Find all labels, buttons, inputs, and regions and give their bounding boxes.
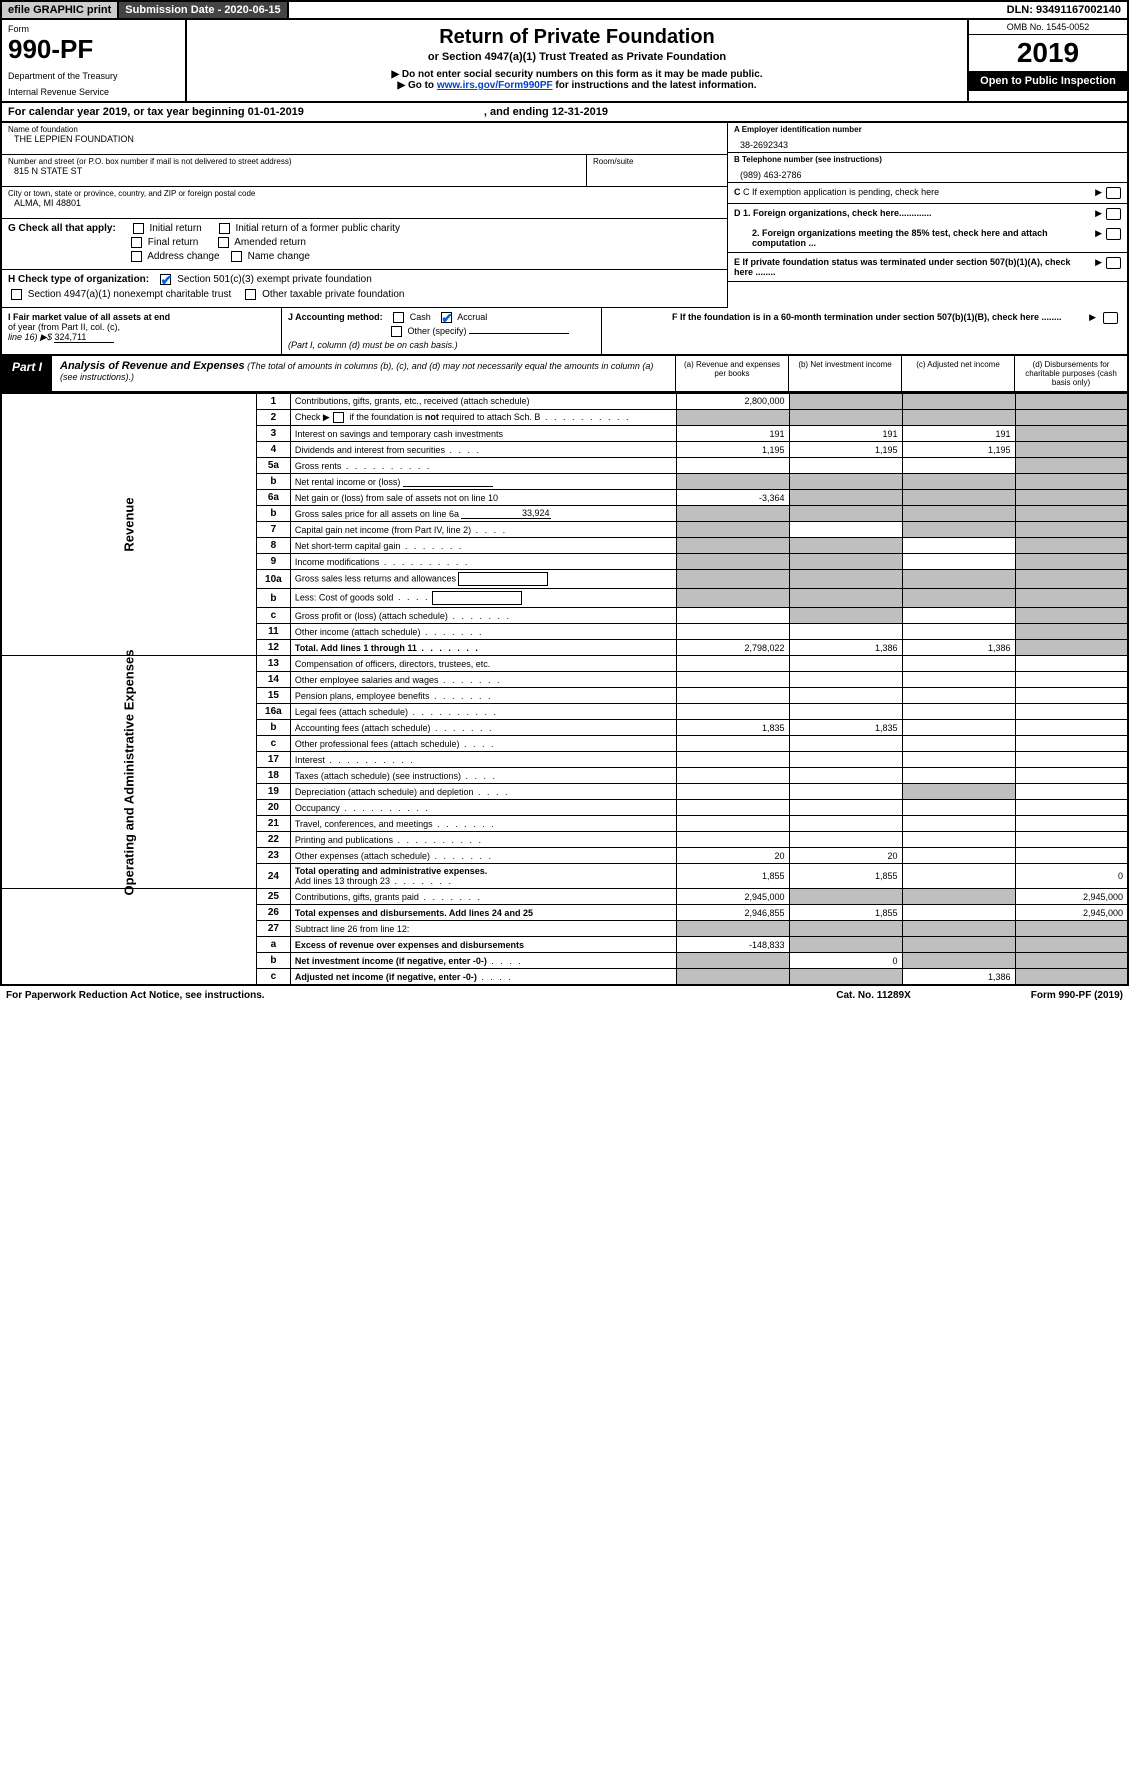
col-c-header: (c) Adjusted net income (901, 356, 1014, 391)
chk-c[interactable] (1106, 187, 1121, 199)
form-title: Return of Private Foundation (193, 26, 961, 49)
form-number: 990-PF (8, 34, 179, 65)
g-label: G Check all that apply: (8, 223, 116, 234)
telephone-cell: B Telephone number (see instructions) (9… (728, 153, 1127, 183)
room-cell: Room/suite (587, 155, 727, 187)
section-f: F If the foundation is in a 60-month ter… (602, 308, 1127, 354)
chk-initial-return[interactable] (133, 223, 144, 234)
h-label: H Check type of organization: (8, 275, 149, 286)
col-a-header: (a) Revenue and expenses per books (675, 356, 788, 391)
chk-4947a1[interactable] (11, 289, 22, 300)
topbar: efile GRAPHIC print Submission Date - 20… (0, 0, 1129, 20)
form-header: Form 990-PF Department of the Treasury I… (0, 20, 1129, 103)
chk-sch-b[interactable] (333, 412, 344, 423)
bottom-ifj: I Fair market value of all assets at end… (0, 308, 1129, 355)
part1-header: Part I Analysis of Revenue and Expenses … (0, 355, 1129, 393)
expenses-side: Operating and Administrative Expenses (1, 656, 256, 889)
chk-initial-former[interactable] (219, 223, 230, 234)
efile-label: efile GRAPHIC print (2, 2, 119, 18)
city-cell: City or town, state or province, country… (2, 187, 727, 219)
chk-address-change[interactable] (131, 251, 142, 262)
col-d-header: (d) Disbursements for charitable purpose… (1014, 356, 1127, 391)
form-label: Form (8, 24, 179, 34)
part1-tag: Part I (2, 356, 52, 391)
cal-end: , and ending 12-31-2019 (484, 106, 608, 118)
col-b-header: (b) Net investment income (788, 356, 901, 391)
street-cell: Number and street (or P.O. box number if… (2, 155, 587, 187)
section-i: I Fair market value of all assets at end… (2, 308, 282, 354)
item-e: E If private foundation status was termi… (728, 253, 1127, 282)
section-j: J Accounting method: Cash Accrual Other … (282, 308, 602, 354)
instruction-1: ▶ Do not enter social security numbers o… (193, 69, 961, 80)
chk-f[interactable] (1103, 312, 1118, 324)
cat-no: Cat. No. 11289X (836, 990, 910, 1001)
paperwork-notice: For Paperwork Reduction Act Notice, see … (6, 990, 265, 1001)
chk-d1[interactable] (1106, 208, 1121, 220)
table-row: Operating and Administrative Expenses 13… (1, 656, 1128, 672)
chk-accrual[interactable] (441, 312, 452, 323)
section-g: G Check all that apply: Initial return I… (2, 219, 727, 270)
chk-name-change[interactable] (231, 251, 242, 262)
table-row: 25Contributions, gifts, grants paid 2,94… (1, 889, 1128, 905)
revenue-side: Revenue (1, 393, 256, 655)
calendar-year-row: For calendar year 2019, or tax year begi… (0, 103, 1129, 123)
item-c: C C If exemption application is pending,… (728, 183, 1127, 204)
chk-other-taxable[interactable] (245, 289, 256, 300)
chk-e[interactable] (1106, 257, 1121, 269)
tax-year: 2019 (969, 35, 1127, 71)
item-d2: 2. Foreign organizations meeting the 85%… (728, 224, 1127, 253)
open-inspection: Open to Public Inspection (969, 71, 1127, 91)
part1-desc: Analysis of Revenue and Expenses (The to… (52, 356, 675, 391)
chk-other-method[interactable] (391, 326, 402, 337)
page-footer: For Paperwork Reduction Act Notice, see … (0, 986, 1129, 1005)
chk-501c3[interactable] (160, 274, 171, 285)
cal-begin: For calendar year 2019, or tax year begi… (8, 106, 304, 118)
ein-cell: A Employer identification number 38-2692… (728, 123, 1127, 153)
info-block-1: Name of foundation THE LEPPIEN FOUNDATIO… (0, 123, 1129, 308)
dln-label: DLN: 93491167002140 (1001, 2, 1127, 18)
form-ref: Form 990-PF (2019) (1031, 990, 1123, 1001)
chk-cash[interactable] (393, 312, 404, 323)
chk-d2[interactable] (1106, 228, 1121, 240)
submission-date-btn[interactable]: Submission Date - 2020-06-15 (119, 2, 288, 18)
irs-link[interactable]: www.irs.gov/Form990PF (437, 80, 553, 91)
fmv-value: 324,711 (54, 332, 114, 343)
foundation-name-cell: Name of foundation THE LEPPIEN FOUNDATIO… (2, 123, 727, 155)
instruction-2: ▶ Go to www.irs.gov/Form990PF for instru… (193, 80, 961, 91)
item-d1: D 1. Foreign organizations, check here..… (728, 204, 1127, 224)
part1-table: Revenue 1 Contributions, gifts, grants, … (0, 393, 1129, 986)
dept-treasury: Department of the Treasury (8, 71, 179, 81)
spacer (289, 8, 1001, 12)
section-h: H Check type of organization: Section 50… (2, 270, 727, 307)
table-row: Revenue 1 Contributions, gifts, grants, … (1, 393, 1128, 409)
omb-number: OMB No. 1545-0052 (969, 20, 1127, 35)
dept-irs: Internal Revenue Service (8, 87, 179, 97)
chk-final-return[interactable] (131, 237, 142, 248)
chk-amended[interactable] (218, 237, 229, 248)
form-subtitle: or Section 4947(a)(1) Trust Treated as P… (193, 51, 961, 63)
